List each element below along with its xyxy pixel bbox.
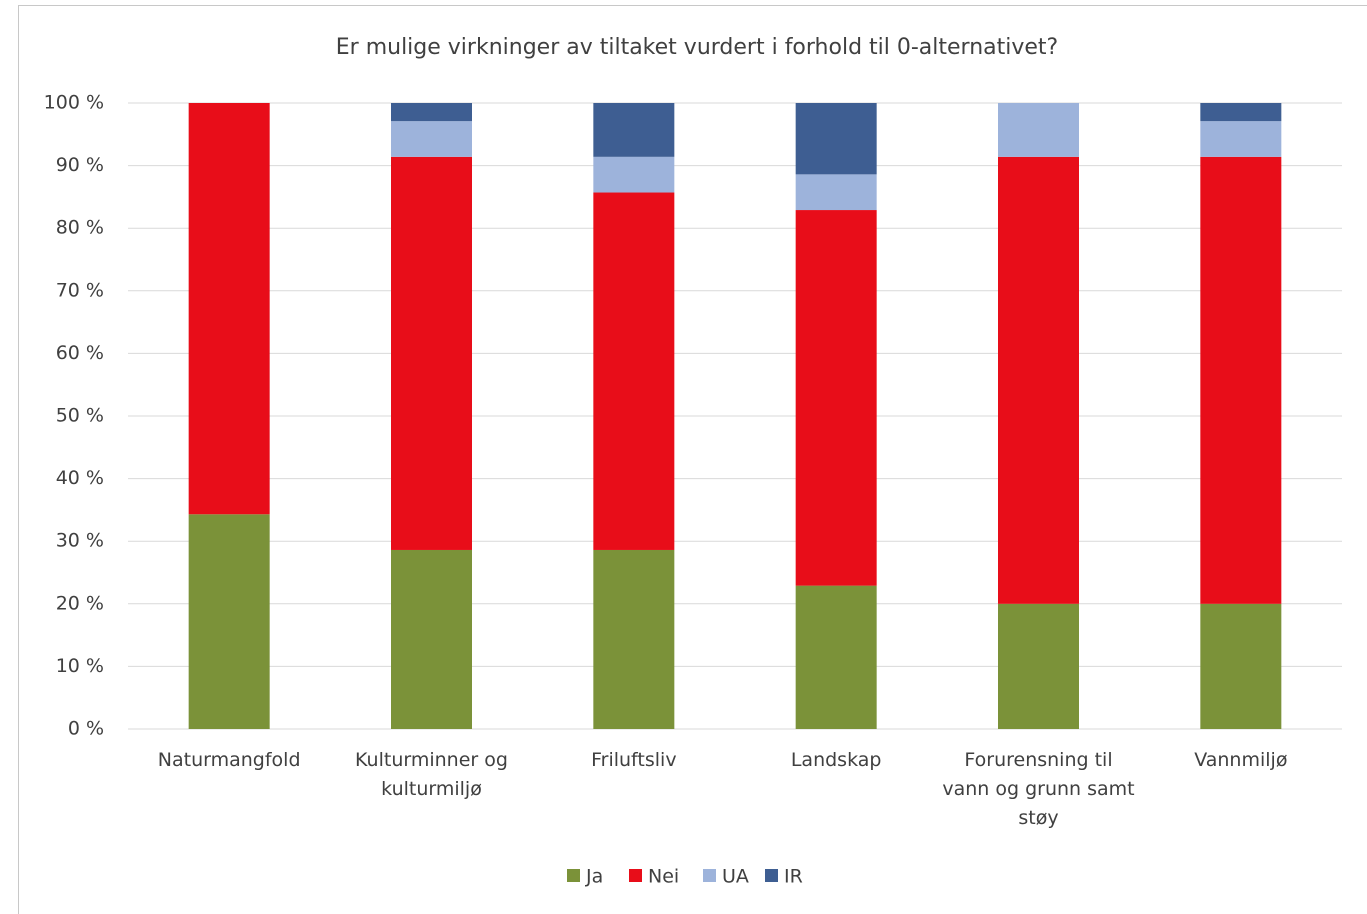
bar-segment <box>593 103 675 157</box>
bar-segment <box>391 121 472 157</box>
y-tick-label: 10 % <box>56 655 104 677</box>
y-tick-label: 90 % <box>56 154 104 176</box>
x-tick-label: Landskap <box>790 749 882 771</box>
y-tick-label: 0 % <box>68 718 104 740</box>
legend-swatch <box>765 869 778 882</box>
y-tick-label: 40 % <box>56 467 104 489</box>
x-tick-label: Naturmangfold <box>157 749 301 771</box>
chart-title: Er mulige virkninger av tiltaket vurdert… <box>336 35 1059 60</box>
y-tick-label: 20 % <box>56 592 104 614</box>
bar-segment <box>998 156 1079 604</box>
bar-segment <box>593 192 675 550</box>
y-tick-label: 30 % <box>56 530 104 552</box>
bar-segment <box>795 210 877 586</box>
legend-swatch <box>703 869 716 882</box>
bar-segment <box>795 585 877 729</box>
bar-segment <box>391 549 472 729</box>
bar-segment <box>1200 156 1282 604</box>
legend-swatch <box>629 869 642 882</box>
x-tick-label: Vannmiljø <box>1194 749 1288 771</box>
bar-segment <box>593 156 675 193</box>
legend-label: Nei <box>648 866 679 888</box>
x-tick-label: Friluftsliv <box>591 749 677 771</box>
bar-segment <box>1200 121 1282 157</box>
legend-swatch <box>567 869 580 882</box>
y-tick-label: 50 % <box>56 405 104 427</box>
y-tick-label: 100 % <box>44 92 104 114</box>
bar-segment <box>998 103 1079 157</box>
bar-segment <box>1200 103 1282 122</box>
bar-segment <box>795 103 877 175</box>
chart-frame <box>18 5 1367 914</box>
bar-segment <box>188 103 270 515</box>
legend-label: Ja <box>585 866 603 888</box>
y-tick-label: 60 % <box>56 342 104 364</box>
x-tick-label: Kulturminner og kulturmiljø <box>355 749 508 800</box>
bar-segment <box>795 174 877 211</box>
bar-segment <box>593 549 675 729</box>
bar-segment <box>391 103 472 122</box>
bar-segment <box>391 156 472 550</box>
bar-segment <box>998 603 1079 729</box>
legend-label: IR <box>784 866 803 888</box>
y-tick-label: 70 % <box>56 279 104 301</box>
y-tick-label: 80 % <box>56 217 104 239</box>
legend-label: UA <box>722 866 749 888</box>
x-tick-label: Forurensning til vann og grunn samt støy <box>942 749 1135 829</box>
bar-segment <box>188 514 270 729</box>
bar-segment <box>1200 603 1282 729</box>
